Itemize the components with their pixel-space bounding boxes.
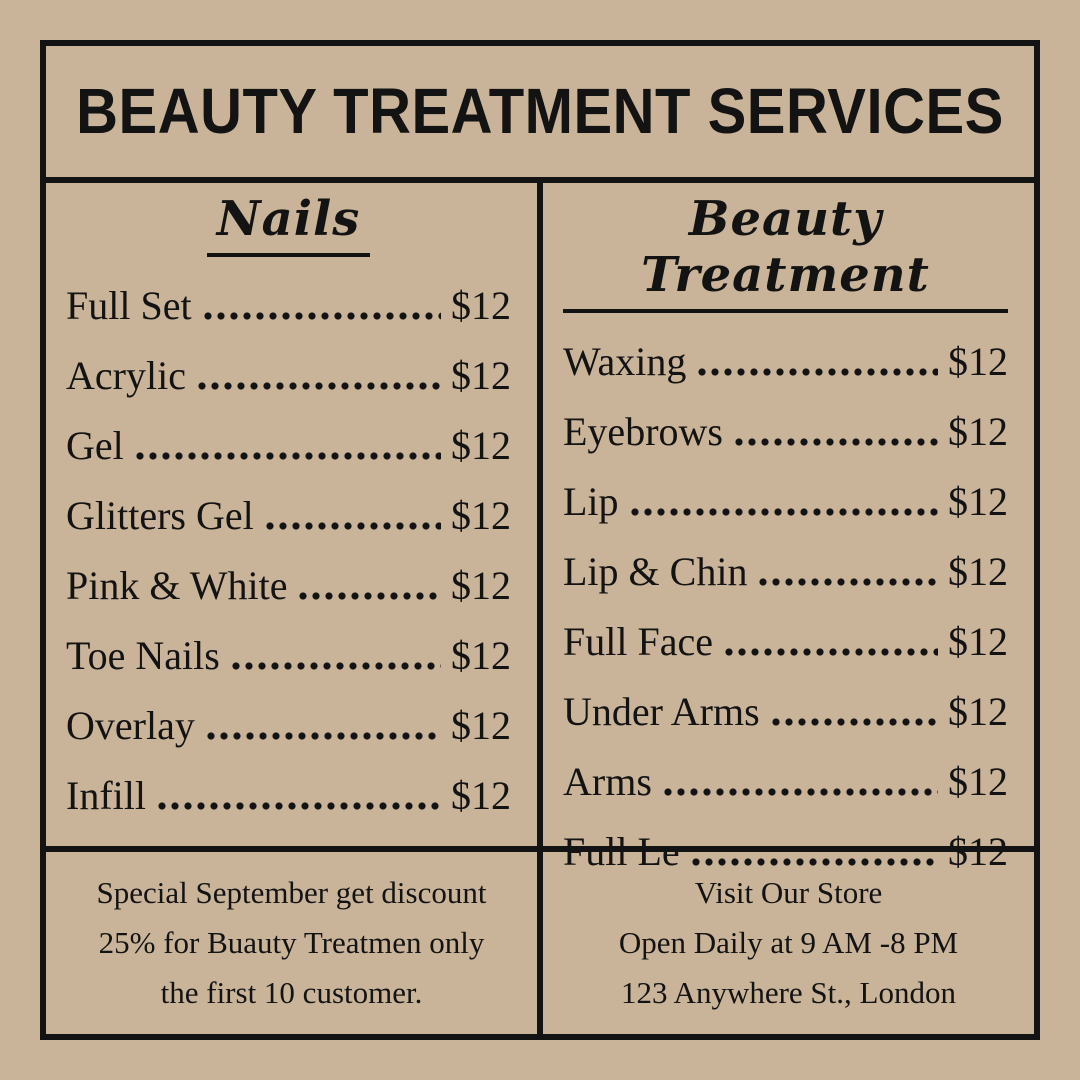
dotted-leader [630,508,938,516]
dotted-leader [157,802,441,810]
price-list-item: Arms $12 [563,747,1008,817]
price-list-item: Toe Nails $12 [66,621,511,691]
service-name: Pink & White [66,563,288,608]
service-price: $12 [948,759,1008,804]
price-list-item: Overlay $12 [66,691,511,761]
column-beauty-treatment: Beauty Treatment Waxing $12 Eyebrows $12… [537,183,1034,872]
column-heading-wrap: Nails [66,191,511,257]
promo-line: 25% for Buauty Treatmen only [98,925,485,960]
dotted-leader [206,732,441,740]
column-heading-wrap: Beauty Treatment [563,191,1008,313]
service-price: $12 [948,339,1008,384]
poster-frame: BEAUTY TREATMENT SERVICES Nails Full Set… [40,40,1040,1040]
store-info: Visit Our Store Open Daily at 9 AM -8 PM… [537,852,1034,1034]
price-list-item: Under Arms $12 [563,677,1008,747]
dotted-leader [759,578,938,586]
service-name: Eyebrows [563,409,723,454]
store-info-line: Visit Our Store [694,875,883,910]
promo-line: the first 10 customer. [160,975,423,1010]
service-name: Waxing [563,339,687,384]
services-section: Nails Full Set $12 Acrylic $12 Gel $12 [46,183,1034,872]
price-list-item: Eyebrows $12 [563,397,1008,467]
dotted-leader [299,592,441,600]
promo-note: Special September get discount 25% for B… [46,852,537,1034]
service-name: Arms [563,759,652,804]
price-list-item: Lip & Chin $12 [563,537,1008,607]
dotted-leader [197,382,441,390]
price-list-item: Acrylic $12 [66,341,511,411]
service-price: $12 [948,409,1008,454]
service-name: Under Arms [563,689,760,734]
column-heading-beauty-treatment: Beauty Treatment [563,191,1008,313]
service-name: Gel [66,423,124,468]
poster-title: BEAUTY TREATMENT SERVICES [76,75,1004,148]
price-list-item: Lip $12 [563,467,1008,537]
service-price: $12 [451,423,511,468]
dotted-leader [698,368,938,376]
service-price: $12 [451,563,511,608]
service-name: Full Set [66,283,192,328]
service-price: $12 [451,353,511,398]
price-list-beauty-treatment: Waxing $12 Eyebrows $12 Lip $12 Lip & Ch… [563,327,1008,887]
service-price: $12 [451,703,511,748]
service-name: Lip [563,479,619,524]
dotted-leader [663,788,938,796]
service-price: $12 [451,773,511,818]
service-price: $12 [948,619,1008,664]
service-name: Glitters Gel [66,493,254,538]
column-heading-nails: Nails [206,191,371,257]
service-name: Full Face [563,619,713,664]
service-name: Acrylic [66,353,186,398]
title-box: BEAUTY TREATMENT SERVICES [46,46,1034,183]
service-name: Toe Nails [66,633,220,678]
service-name: Lip & Chin [563,549,748,594]
price-list-item: Pink & White $12 [66,551,511,621]
dotted-leader [771,718,938,726]
store-info-line: Open Daily at 9 AM -8 PM [618,925,959,960]
column-nails: Nails Full Set $12 Acrylic $12 Gel $12 [46,183,537,846]
dotted-leader [203,312,441,320]
dotted-leader [691,858,938,866]
store-info-line: 123 Anywhere St., London [621,975,956,1010]
service-price: $12 [948,479,1008,524]
service-price: $12 [948,689,1008,734]
price-list-item: Waxing $12 [563,327,1008,397]
price-list-item: Infill $12 [66,761,511,831]
dotted-leader [231,662,441,670]
price-list-nails: Full Set $12 Acrylic $12 Gel $12 Glitter… [66,271,511,831]
price-list-item: Full Set $12 [66,271,511,341]
promo-line: Special September get discount [96,875,487,910]
service-price: $12 [451,633,511,678]
dotted-leader [724,648,938,656]
price-list-item: Glitters Gel $12 [66,481,511,551]
dotted-leader [734,438,938,446]
service-price: $12 [451,283,511,328]
price-list-item: Full Face $12 [563,607,1008,677]
dotted-leader [265,522,441,530]
service-price: $12 [451,493,511,538]
price-list-item: Gel $12 [66,411,511,481]
footer-section: Special September get discount 25% for B… [46,846,1034,1034]
service-price: $12 [948,549,1008,594]
service-name: Overlay [66,703,195,748]
service-name: Infill [66,773,146,818]
dotted-leader [135,452,441,460]
